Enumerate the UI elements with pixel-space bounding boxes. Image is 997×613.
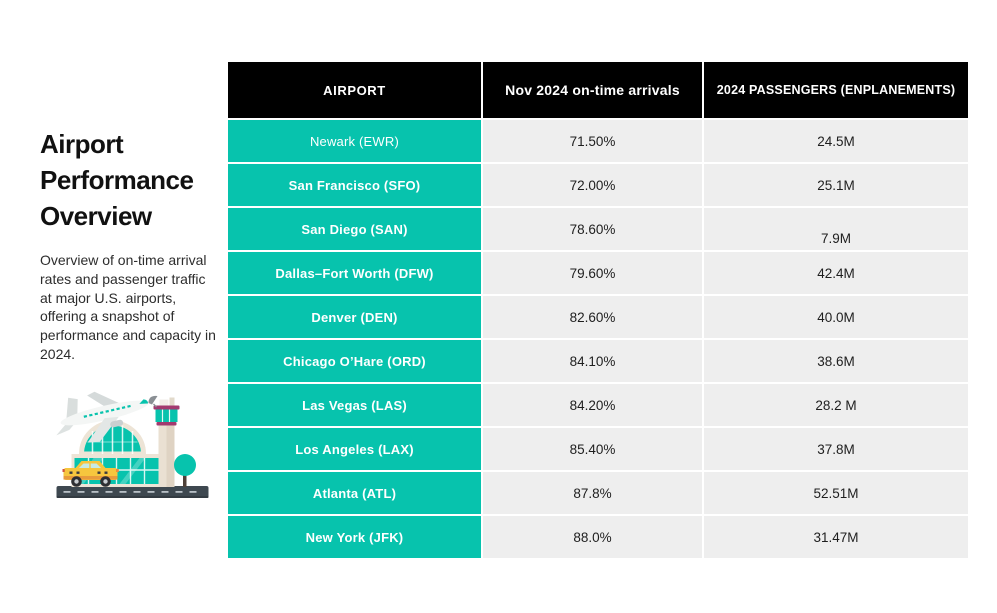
airport-cell: San Diego (SAN) xyxy=(228,208,481,250)
tree-icon xyxy=(174,454,196,487)
passengers-cell: 25.1M xyxy=(704,164,968,206)
ontime-cell: 78.60% xyxy=(483,208,702,250)
airport-scene-icon xyxy=(56,391,209,498)
airport-cell: Newark (EWR) xyxy=(228,120,481,162)
ontime-cell: 88.0% xyxy=(483,516,702,558)
airport-cell: Las Vegas (LAS) xyxy=(228,384,481,426)
passengers-cell: 31.47M xyxy=(704,516,968,558)
airport-cell: San Francisco (SFO) xyxy=(228,164,481,206)
taxi-icon xyxy=(62,461,119,487)
ontime-cell: 87.8% xyxy=(483,472,702,514)
airplane-icon xyxy=(56,391,149,443)
satellite-dish-icon xyxy=(148,395,158,408)
header-cell-ontime: Nov 2024 on-time arrivals xyxy=(483,62,702,118)
passengers-cell: 38.6M xyxy=(704,340,968,382)
airport-cell: Atlanta (ATL) xyxy=(228,472,481,514)
airport-cell: New York (JFK) xyxy=(228,516,481,558)
passengers-cell: 24.5M xyxy=(704,120,968,162)
ontime-cell: 82.60% xyxy=(483,296,702,338)
ontime-cell: 85.40% xyxy=(483,428,702,470)
ontime-cell: 84.10% xyxy=(483,340,702,382)
airport-cell: Chicago O’Hare (ORD) xyxy=(228,340,481,382)
airport-illustration xyxy=(48,378,216,516)
header-cell-passengers: 2024 PASSENGERS (ENPLANEMENTS) xyxy=(704,62,968,118)
page-title: Airport Performance Overview xyxy=(40,129,194,231)
airport-cell: Dallas–Fort Worth (DFW) xyxy=(228,252,481,294)
passengers-cell: 28.2 M xyxy=(704,384,968,426)
passengers-cell: 42.4M xyxy=(704,252,968,294)
intro-panel: Airport Performance Overview Overview of… xyxy=(40,126,224,364)
control-tower-icon xyxy=(148,395,180,487)
passengers-cell: 7.9M xyxy=(704,208,968,250)
passengers-cell: 37.8M xyxy=(704,428,968,470)
road-icon xyxy=(56,486,209,498)
passengers-cell: 40.0M xyxy=(704,296,968,338)
ontime-cell: 72.00% xyxy=(483,164,702,206)
airport-performance-table: AIRPORT Nov 2024 on-time arrivals 2024 P… xyxy=(228,62,968,558)
airport-cell: Denver (DEN) xyxy=(228,296,481,338)
passengers-cell: 52.51M xyxy=(704,472,968,514)
airport-cell: Los Angeles (LAX) xyxy=(228,428,481,470)
header-cell-airport: AIRPORT xyxy=(228,62,481,118)
ontime-cell: 84.20% xyxy=(483,384,702,426)
page-description: Overview of on-time arrival rates and pa… xyxy=(40,252,216,362)
ontime-cell: 71.50% xyxy=(483,120,702,162)
ontime-cell: 79.60% xyxy=(483,252,702,294)
